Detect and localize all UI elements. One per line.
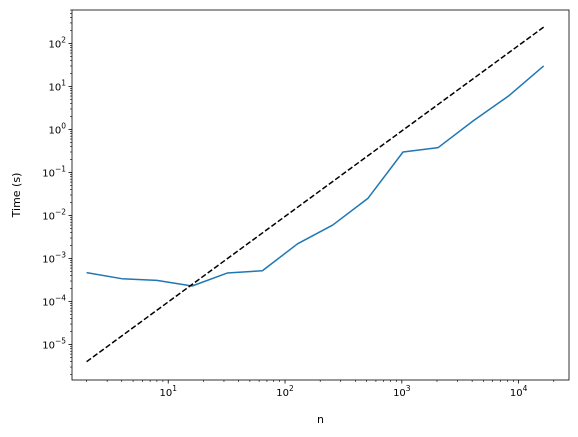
y-axis: 10−5 10−4 10−3 10−2 10−1 100 101 102 xyxy=(42,9,72,375)
x-tick-label: 101 xyxy=(159,384,177,399)
y-tick-label: 10−2 xyxy=(42,208,66,223)
y-tick-label: 102 xyxy=(48,35,66,50)
y-tick-label: 10−3 xyxy=(42,251,66,266)
y-tick-label: 10−5 xyxy=(42,337,66,352)
x-tick-label: 104 xyxy=(510,384,528,399)
x-tick-label: 102 xyxy=(276,384,294,399)
y-axis-label: Time (s) xyxy=(10,173,23,219)
y-tick-label: 10−1 xyxy=(42,165,66,180)
series-line-1 xyxy=(86,65,545,287)
y-tick-label: 10−4 xyxy=(42,294,66,309)
plot-area xyxy=(86,26,545,363)
x-tick-label: 103 xyxy=(393,384,411,399)
plot-frame xyxy=(71,9,570,381)
x-axis: 101 102 103 104 xyxy=(86,380,555,399)
y-tick-label: 101 xyxy=(48,78,66,93)
y-tick-label: 100 xyxy=(48,121,66,136)
x-axis-label: n xyxy=(317,413,324,426)
series-line-2 xyxy=(86,26,545,363)
